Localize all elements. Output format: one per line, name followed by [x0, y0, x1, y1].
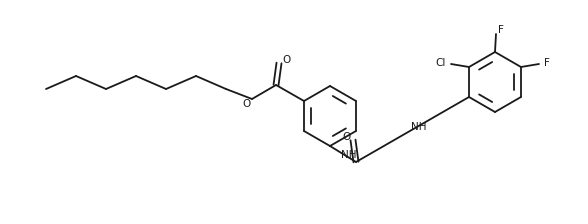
- Text: NH: NH: [341, 150, 357, 160]
- Text: F: F: [498, 25, 504, 35]
- Text: O: O: [242, 99, 250, 109]
- Text: O: O: [282, 55, 290, 65]
- Text: F: F: [544, 58, 550, 68]
- Text: Cl: Cl: [436, 58, 446, 68]
- Text: O: O: [342, 132, 350, 142]
- Text: NH: NH: [411, 121, 426, 131]
